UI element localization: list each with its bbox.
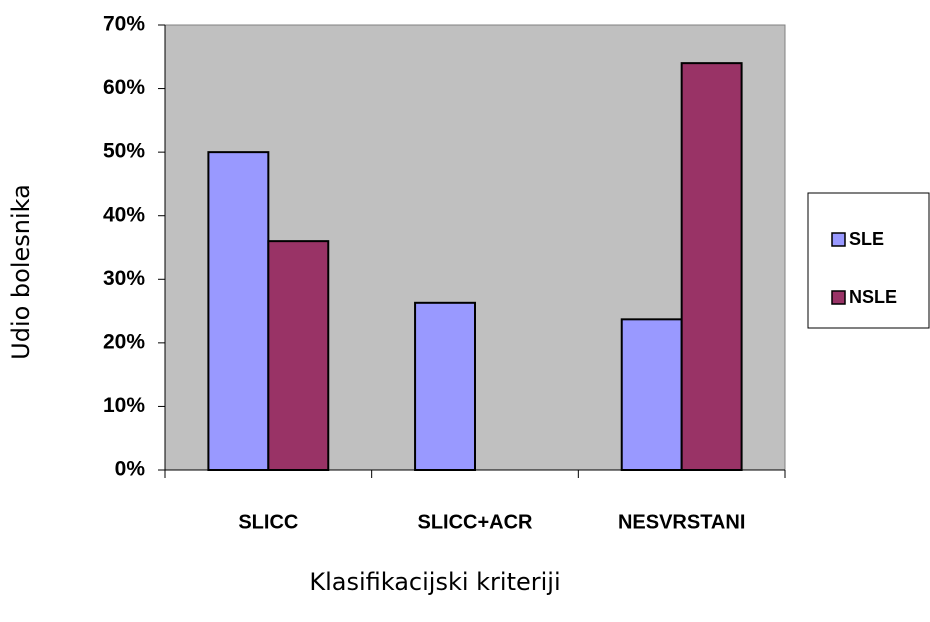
x-tick-label: SLICC bbox=[238, 511, 298, 533]
legend-swatch bbox=[831, 290, 846, 305]
x-tick-label: NESVRSTANI bbox=[618, 511, 745, 533]
y-tick-label: 70% bbox=[103, 13, 145, 36]
y-tick-label: 10% bbox=[103, 394, 145, 417]
y-tick-label: 50% bbox=[103, 140, 145, 163]
y-tick-label: 60% bbox=[103, 76, 145, 99]
legend-box bbox=[807, 192, 930, 329]
bar bbox=[414, 301, 477, 471]
y-tick-label: 30% bbox=[103, 267, 145, 290]
x-axis-title: Klasifikacijski kriteriji bbox=[309, 568, 560, 596]
bar bbox=[267, 240, 330, 471]
y-tick-label: 20% bbox=[103, 330, 145, 353]
y-tick-label: 0% bbox=[115, 458, 146, 481]
legend-label: NSLE bbox=[849, 287, 897, 307]
bar bbox=[207, 151, 270, 471]
bar bbox=[680, 62, 743, 472]
legend-label: SLE bbox=[849, 229, 884, 249]
y-axis-title: Udio bolesnika bbox=[7, 184, 35, 360]
legend-swatch bbox=[831, 232, 846, 247]
x-tick-label: SLICC+ACR bbox=[417, 511, 533, 533]
y-tick-label: 40% bbox=[103, 203, 145, 226]
bar bbox=[620, 318, 683, 472]
